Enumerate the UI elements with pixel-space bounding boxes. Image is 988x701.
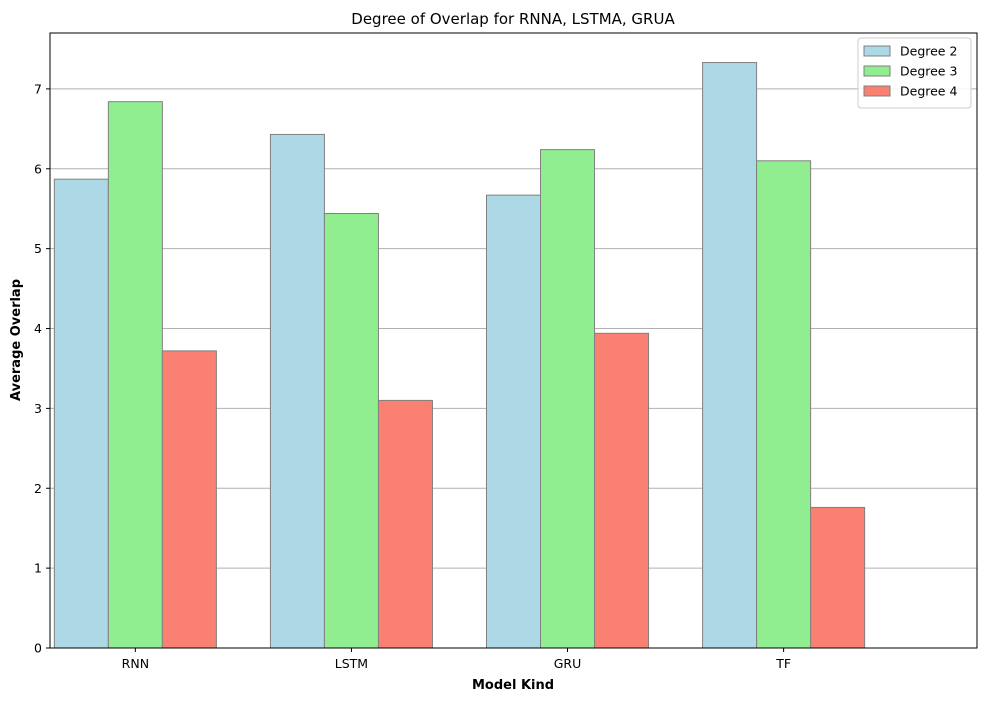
bar-tf-degree-2 — [702, 62, 758, 649]
x-tick-label-gru: GRU — [554, 656, 582, 671]
bar-rnn-degree-4 — [161, 350, 217, 649]
y-tick-label: 2 — [34, 481, 42, 496]
legend-label: Degree 3 — [900, 64, 957, 79]
y-tick-label: 3 — [34, 401, 42, 416]
bar-lstm-degree-3 — [323, 213, 379, 649]
bar-lstm-degree-4 — [377, 399, 433, 649]
bars — [53, 62, 866, 649]
x-tick-label-lstm: LSTM — [335, 656, 368, 671]
legend-swatch-degree-2 — [863, 45, 891, 57]
plot-frame — [49, 32, 978, 649]
bar-rnn-degree-3 — [107, 101, 163, 649]
legend-label: Degree 2 — [900, 44, 957, 59]
x-axis-ticks: RNN LSTM GRU TF — [122, 648, 791, 671]
y-tick-label: 7 — [34, 81, 42, 96]
y-axis-ticks: 0 1 2 3 4 5 6 7 — [34, 81, 50, 656]
legend: Degree 2 Degree 3 Degree 4 — [857, 37, 972, 109]
y-tick-label: 6 — [34, 161, 42, 176]
bar-tf-degree-3 — [756, 160, 812, 649]
chart-title: Degree of Overlap for RNNA, LSTMA, GRUA — [351, 10, 675, 28]
bar-rnn-degree-2 — [53, 178, 109, 649]
y-tick-label: 0 — [34, 641, 42, 656]
legend-swatch-degree-3 — [863, 65, 891, 77]
x-axis-label: Model Kind — [472, 678, 554, 693]
bar-gru-degree-3 — [540, 149, 596, 649]
y-tick-label: 1 — [34, 561, 42, 576]
bar-lstm-degree-2 — [269, 133, 325, 649]
x-tick-label-rnn: RNN — [122, 656, 149, 671]
bar-gru-degree-2 — [485, 194, 542, 649]
legend-label: Degree 4 — [900, 84, 957, 99]
legend-swatch-degree-4 — [863, 85, 891, 97]
y-axis-label: Average Overlap — [9, 279, 24, 401]
x-tick-label-tf: TF — [775, 656, 791, 671]
bar-tf-degree-4 — [810, 506, 866, 649]
y-tick-label: 5 — [34, 241, 42, 256]
bar-gru-degree-4 — [594, 332, 650, 649]
y-tick-label: 4 — [34, 321, 42, 336]
